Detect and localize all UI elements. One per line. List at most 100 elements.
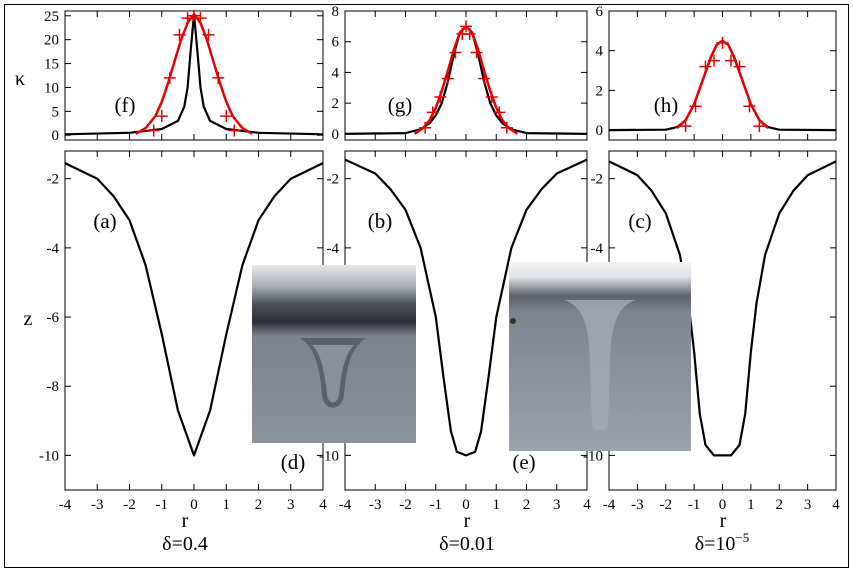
panel-f: 0 5 10 15 20 25 (f) — [44, 9, 324, 144]
fit-marker-g-8 — [470, 46, 483, 59]
y-tick-label-g-3: 6 — [332, 35, 340, 51]
z-axis-label: z — [24, 308, 33, 330]
x-tick-label-b-4: 0 — [462, 497, 470, 513]
y-tick-label-f-2: 10 — [44, 80, 59, 96]
fit-marker-h-2 — [699, 60, 712, 73]
fit-marker-g-4 — [449, 46, 462, 59]
y-tick-label-f-3: 15 — [44, 57, 59, 73]
x-tick-label-b-6: 2 — [523, 497, 531, 513]
fit-marker-g-7 — [463, 28, 476, 41]
fit-marker-f-7 — [202, 28, 215, 41]
x-tick-label-a-7: 3 — [287, 497, 295, 513]
x-tick-label-a-1: -3 — [91, 497, 104, 513]
fit-marker-f-10 — [228, 124, 241, 137]
x-tick-label-c-2: -2 — [660, 497, 673, 513]
y-tick-label-f-1: 5 — [52, 104, 60, 120]
x-tick-label-b-7: 3 — [553, 497, 561, 513]
fit-marker-g-9 — [478, 72, 491, 85]
y-tick-label-a-1: -8 — [47, 379, 60, 395]
panel-tag-b: (b) — [368, 209, 393, 233]
fit-marker-g-11 — [493, 106, 506, 119]
x-tick-label-b-5: 1 — [493, 497, 501, 513]
fit-marker-f-2 — [163, 71, 176, 84]
fit-marker-g-0 — [419, 121, 432, 134]
y-tick-label-b-3: -4 — [327, 241, 340, 257]
inset-tag-d: (d) — [281, 450, 306, 474]
x-tick-label-c-6: 2 — [776, 497, 784, 513]
x-tick-label-b-3: -1 — [430, 497, 443, 513]
photo-d-cavity-core — [312, 345, 354, 403]
panel-h: 0 2 4 6 (h) — [596, 4, 837, 141]
fit-marker-h-0 — [679, 120, 692, 133]
x-tick-label-a-3: -1 — [156, 497, 169, 513]
x-tick-label-b-2: -2 — [399, 497, 412, 513]
inset-photo-e — [509, 262, 691, 451]
y-tick-label-f-4: 20 — [44, 33, 59, 49]
x-tick-label-b-0: -4 — [339, 497, 352, 513]
fit-marker-f-5 — [188, 9, 200, 22]
x-tick-label-c-3: -1 — [688, 497, 701, 513]
fit-marker-h-7 — [743, 100, 756, 113]
fit-marker-f-1 — [155, 110, 168, 123]
x-tick-label-c-0: -4 — [603, 497, 616, 513]
y-tick-label-c-3: -4 — [591, 241, 604, 257]
delta-label-c: δ=10−5 — [695, 530, 750, 555]
y-tick-label-g-4: 8 — [332, 4, 340, 20]
y-tick-label-h-2: 4 — [596, 44, 604, 60]
fit-marker-g-2 — [434, 91, 447, 103]
fit-marker-h-5 — [725, 54, 738, 67]
y-tick-label-g-1: 2 — [332, 96, 340, 112]
x-tick-label-c-8: 4 — [832, 497, 840, 513]
fit-marker-h-8 — [753, 120, 766, 133]
delta-label-c-base: δ=10 — [695, 533, 736, 555]
y-tick-label-f-0: 0 — [52, 128, 60, 144]
inset-tag-e: (e) — [512, 450, 535, 474]
fit-marker-g-3 — [441, 72, 454, 85]
fit-marker-h-4 — [716, 36, 729, 49]
fit-marker-h-3 — [707, 54, 720, 67]
y-tick-label-b-4: -2 — [327, 172, 340, 188]
panel-tag-h: (h) — [654, 93, 679, 117]
fit-marker-f-4 — [181, 12, 194, 25]
x-tick-label-a-2: -2 — [123, 497, 136, 513]
x-tick-label-c-4: 0 — [719, 497, 727, 513]
fit-marker-f-0 — [147, 124, 160, 137]
x-tick-label-a-6: 2 — [255, 497, 263, 513]
y-tick-label-g-2: 4 — [332, 65, 340, 81]
x-tick-label-a-4: 0 — [190, 497, 198, 513]
x-tick-label-a-8: 4 — [319, 497, 327, 513]
delta-label-b: δ=0.01 — [439, 533, 495, 555]
y-tick-label-a-3: -4 — [47, 241, 60, 257]
y-tick-label-a-2: -6 — [47, 310, 60, 326]
kappa-axis-label: κ — [15, 68, 25, 90]
x-tick-label-b-1: -3 — [369, 497, 382, 513]
y-tick-label-h-1: 2 — [596, 83, 604, 99]
y-tick-label-c-0: -10 — [583, 448, 603, 464]
panel-tag-c: (c) — [628, 209, 651, 233]
fit-marker-f-6 — [194, 12, 207, 25]
r-axis-label-b: r — [464, 510, 471, 532]
panels: -10-8-6-4-2-4-3-2-101234(a)-10-8-6-4-2-4… — [39, 4, 840, 513]
x-tick-label-c-1: -3 — [631, 497, 644, 513]
y-tick-label-a-4: -2 — [47, 172, 60, 188]
fit-marker-g-10 — [485, 91, 498, 103]
fit-marker-f-9 — [220, 110, 233, 123]
y-tick-label-h-0: 0 — [596, 123, 604, 139]
y-tick-label-f-5: 25 — [44, 9, 59, 25]
figure-border — [4, 4, 849, 568]
fit-marker-g-6 — [460, 20, 472, 33]
photo-e-cavity — [565, 300, 635, 431]
y-tick-label-h-3: 6 — [596, 4, 604, 20]
delta-label-a: δ=0.4 — [162, 533, 208, 555]
photo-e-speck — [510, 318, 516, 324]
fit-marker-g-12 — [500, 121, 513, 134]
delta-label-c-exponent: −5 — [735, 530, 749, 545]
panel-g: 0 2 4 6 8 (g) — [332, 4, 588, 143]
r-axis-label-c: r — [720, 510, 727, 532]
inset-photo-d — [252, 265, 416, 443]
y-tick-label-b-0: -10 — [319, 448, 339, 464]
series-c-0 — [608, 160, 837, 457]
fit-marker-g-1 — [426, 106, 439, 119]
